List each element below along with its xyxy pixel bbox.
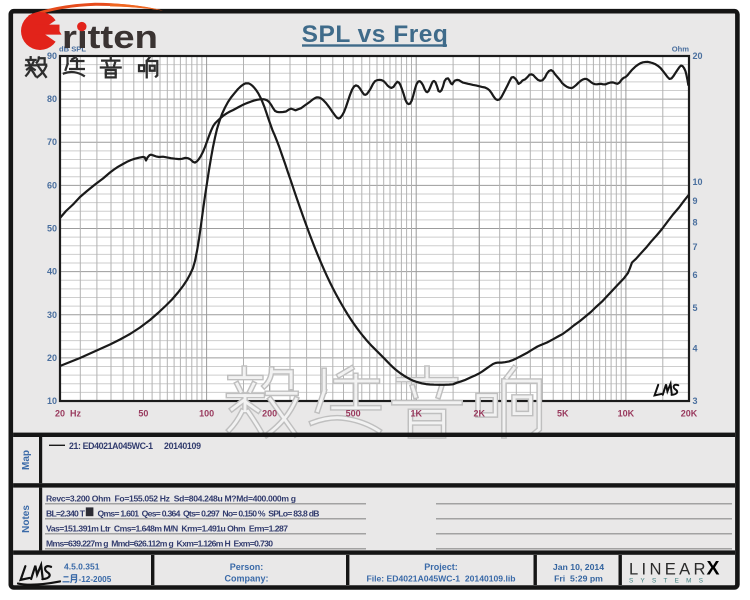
svg-text:10: 10	[693, 177, 703, 187]
svg-text:Project:: Project:	[424, 562, 458, 572]
svg-text:Vas=151.391m Ltr Cms=1.648m M: Vas=151.391m Ltr Cms=1.648m M/N Krm=1.49…	[46, 523, 288, 533]
svg-text:-12-2005: -12-2005	[79, 575, 112, 584]
svg-text:1K: 1K	[410, 409, 422, 419]
svg-text:5K: 5K	[557, 409, 569, 419]
svg-text:6: 6	[693, 270, 698, 280]
svg-text:Ohm: Ohm	[672, 45, 690, 54]
svg-text:7: 7	[693, 242, 698, 252]
svg-text:100: 100	[199, 409, 214, 419]
svg-text:40: 40	[47, 267, 57, 277]
svg-text:Qms= 1.601 Qes= 0.364 Qts= 0: Qms= 1.601 Qes= 0.364 Qts= 0.297 No= 0.1…	[98, 508, 320, 518]
svg-text:20: 20	[693, 51, 703, 61]
svg-text:Jan 10, 2014: Jan 10, 2014	[553, 562, 604, 572]
svg-text:20K: 20K	[681, 409, 698, 419]
svg-text:60: 60	[47, 180, 57, 190]
svg-text:BL=2.340 T: BL=2.340 T	[46, 508, 86, 518]
svg-text:Notes: Notes	[21, 505, 32, 533]
svg-text:X: X	[707, 558, 720, 580]
svg-text:2K: 2K	[474, 409, 486, 419]
svg-text:10: 10	[47, 396, 57, 406]
svg-text:File: ED4021A045WC-1 20140109: File: ED4021A045WC-1 20140109.lib	[366, 573, 515, 583]
svg-text:SPL vs Freq: SPL vs Freq	[302, 21, 449, 48]
svg-text:5: 5	[693, 303, 698, 313]
svg-text:Mms=639.227m g Mmd=626.112m g: Mms=639.227m g Mmd=626.112m g Kxm=1.126m…	[46, 538, 273, 548]
svg-text:Map: Map	[21, 450, 32, 470]
svg-text:20: 20	[47, 353, 57, 363]
svg-text:80: 80	[47, 94, 57, 104]
svg-text:4: 4	[693, 344, 698, 354]
svg-text:500: 500	[346, 409, 361, 419]
svg-text:21: ED4021A045WC-1: 21: ED4021A045WC-1	[69, 441, 153, 451]
svg-text:Fri 5:29 pm: Fri 5:29 pm	[554, 573, 603, 583]
svg-text:9: 9	[693, 196, 698, 206]
svg-text:8: 8	[693, 218, 698, 228]
svg-text:70: 70	[47, 137, 57, 147]
svg-text:LINEAR: LINEAR	[629, 560, 709, 579]
svg-text:30: 30	[47, 310, 57, 320]
svg-text:Person:: Person:	[230, 562, 264, 572]
svg-text:90: 90	[47, 51, 57, 61]
svg-text:dB SPL: dB SPL	[59, 45, 86, 54]
svg-text:10K: 10K	[618, 409, 635, 419]
svg-text:200: 200	[262, 409, 277, 419]
svg-text:rıtten: rıtten	[62, 19, 158, 55]
svg-text:Revc=3.200 Ohm Fo=155.052 Hz: Revc=3.200 Ohm Fo=155.052 Hz Sd=804.248u…	[46, 493, 296, 503]
svg-text:20: 20	[55, 409, 65, 419]
svg-text:50: 50	[138, 409, 148, 419]
svg-text:4.5.0.351: 4.5.0.351	[64, 562, 100, 572]
svg-text:SYSTEMS: SYSTEMS	[629, 578, 710, 585]
svg-text:20140109: 20140109	[164, 441, 201, 451]
svg-text:50: 50	[47, 224, 57, 234]
svg-text:Hz: Hz	[70, 409, 81, 419]
svg-text:Company:: Company:	[224, 573, 268, 583]
svg-text:3: 3	[693, 396, 698, 406]
